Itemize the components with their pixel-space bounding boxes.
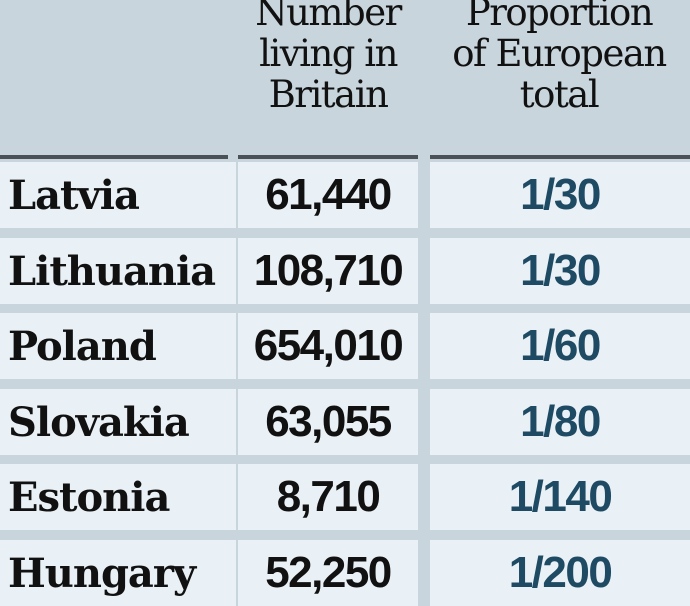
proportion-cell: 1/30: [430, 238, 690, 304]
header-proportion-line: total: [519, 73, 600, 116]
proportion-cell: 1/60: [430, 313, 690, 379]
proportion-cell: 1/30: [430, 162, 690, 228]
header-number-line: Britain: [268, 73, 389, 116]
country-cell: Estonia: [0, 464, 236, 530]
number-cell: 61,440: [238, 162, 418, 228]
proportion-cell: 1/200: [430, 540, 690, 606]
header-rule: [430, 155, 690, 159]
number-cell: 63,055: [238, 389, 418, 455]
header-number: Number living in Britain: [238, 0, 418, 142]
number-cell: 52,250: [238, 540, 418, 606]
number-cell: 654,010: [238, 313, 418, 379]
header-proportion-line: of European: [452, 32, 667, 75]
country-cell: Hungary: [0, 540, 236, 606]
country-cell: Lithuania: [0, 238, 236, 304]
country-cell: Slovakia: [0, 389, 236, 455]
header-rule: [238, 155, 418, 159]
proportion-cell: 1/80: [430, 389, 690, 455]
country-cell: Poland: [0, 313, 236, 379]
country-cell: Latvia: [0, 162, 236, 228]
header-proportion-line: Proportion: [465, 0, 654, 34]
header-number-line: living in: [259, 32, 398, 75]
number-cell: 108,710: [238, 238, 418, 304]
proportion-cell: 1/140: [430, 464, 690, 530]
number-cell: 8,710: [238, 464, 418, 530]
header-number-line: Number: [255, 0, 402, 34]
header-proportion: Proportion of European total: [430, 0, 688, 142]
header-rule: [0, 155, 228, 159]
